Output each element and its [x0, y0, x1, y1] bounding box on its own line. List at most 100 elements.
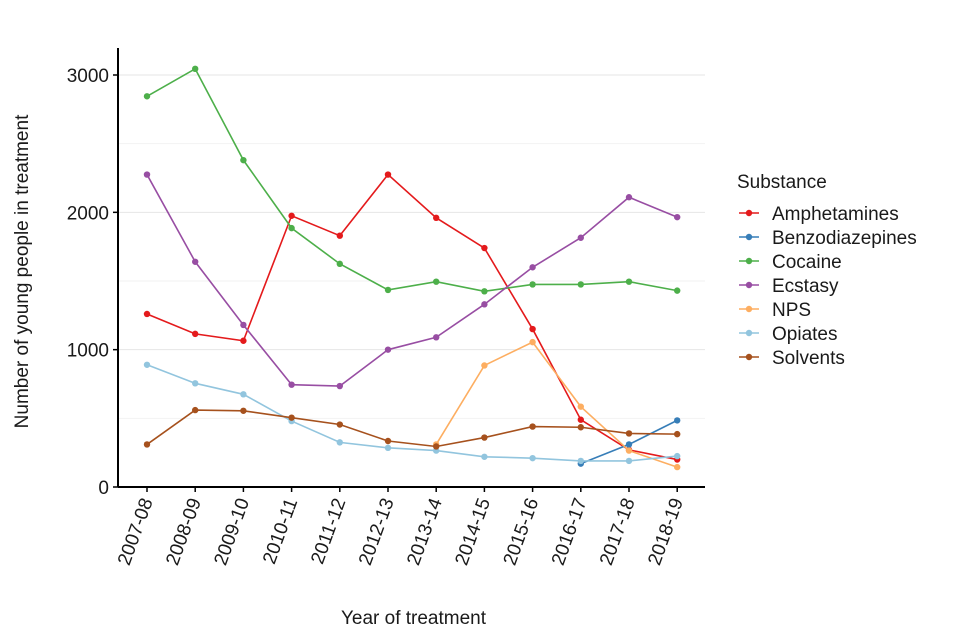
data-point	[433, 334, 440, 341]
x-tick-labels: 2007-08 2008-09 2009-10 2010-11 2011-12 2012-…	[114, 495, 688, 568]
series-line-opiates	[146, 364, 678, 462]
data-point	[143, 310, 151, 318]
x-tick-label: 2009-10	[211, 496, 255, 569]
data-point	[240, 321, 247, 329]
x-tick-label: 2007-08	[114, 496, 158, 569]
series-line-ecstasy	[146, 174, 678, 387]
x-tick-label: 2013-14	[403, 495, 447, 568]
legend-marker	[745, 305, 753, 313]
data-point	[288, 212, 295, 219]
data-point	[384, 437, 392, 445]
series-lines	[143, 65, 681, 471]
data-point	[625, 457, 633, 465]
data-point	[143, 441, 151, 448]
data-point	[192, 65, 199, 73]
x-tick-label: 2011-12	[307, 496, 350, 567]
x-axis-title: Year of treatment	[341, 608, 487, 629]
data-point	[529, 423, 536, 430]
data-point	[674, 463, 681, 471]
data-point	[288, 414, 295, 421]
data-point	[674, 452, 681, 460]
data-point	[336, 232, 343, 239]
data-point	[384, 286, 392, 294]
data-point	[577, 234, 584, 241]
legend-label: Amphetamines	[772, 204, 899, 225]
data-point	[481, 453, 488, 460]
y-tick-label: 0	[98, 478, 109, 499]
data-point	[625, 194, 633, 201]
data-point	[577, 424, 584, 431]
data-point	[481, 362, 488, 369]
data-point	[143, 171, 151, 178]
series-nps	[433, 338, 681, 471]
series-line-amphetamines	[146, 173, 678, 461]
series-line-solvents	[146, 409, 678, 448]
legend-marker	[745, 209, 753, 217]
data-point	[192, 258, 199, 265]
data-point	[384, 346, 392, 353]
series-solvents	[143, 406, 681, 450]
series-line-nps	[435, 341, 678, 468]
legend-item-benzodiazepines: Benzodiazepines	[739, 228, 917, 249]
series-line-cocaine	[146, 67, 678, 293]
y-tick-labels: 0 1000 2000 3000	[67, 66, 109, 499]
data-point	[288, 381, 295, 388]
data-point	[481, 301, 488, 308]
data-point	[433, 278, 440, 285]
data-point	[577, 281, 584, 288]
legend-label: Opiates	[772, 324, 837, 345]
legend-item-nps: NPS	[739, 300, 811, 321]
legend-item-ecstasy: Ecstasy	[739, 276, 839, 297]
legend-label: NPS	[772, 300, 811, 321]
data-point	[433, 443, 440, 450]
data-point	[625, 447, 633, 454]
legend-item-amphetamines: Amphetamines	[739, 204, 899, 225]
data-point	[240, 391, 247, 398]
data-point	[192, 406, 199, 414]
data-point	[674, 213, 681, 221]
data-point	[481, 434, 488, 441]
data-point	[433, 214, 440, 222]
data-point	[674, 417, 681, 424]
x-tick-label: 2015-16	[500, 496, 544, 569]
y-tick-label: 3000	[67, 66, 109, 87]
legend-marker	[745, 257, 753, 265]
data-point	[240, 156, 247, 164]
x-tick-label: 2018-19	[644, 496, 688, 569]
axes	[113, 48, 705, 492]
data-point	[529, 264, 536, 271]
series-opiates	[143, 361, 681, 465]
data-point	[336, 382, 343, 390]
legend-marker	[745, 281, 753, 289]
legend-label: Benzodiazepines	[772, 228, 917, 249]
data-point	[529, 281, 536, 288]
x-tick-label: 2016-17	[548, 496, 592, 569]
legend-marker	[745, 329, 753, 337]
data-point	[529, 325, 536, 333]
data-point	[625, 430, 633, 437]
gridlines	[118, 74, 705, 419]
series-cocaine	[143, 65, 681, 295]
legend-label: Ecstasy	[772, 276, 839, 297]
series-ecstasy	[143, 171, 681, 390]
data-point	[143, 93, 151, 100]
data-point	[577, 403, 584, 410]
data-point	[143, 361, 151, 368]
y-tick-label: 2000	[67, 203, 109, 224]
data-point	[529, 454, 536, 462]
legend-item-cocaine: Cocaine	[739, 252, 842, 273]
legend-marker	[745, 233, 753, 241]
data-point	[674, 287, 681, 294]
legend-label: Solvents	[772, 348, 845, 369]
legend-label: Cocaine	[772, 252, 842, 273]
legend-title: Substance	[737, 172, 827, 193]
data-point	[577, 416, 584, 423]
legend-item-solvents: Solvents	[739, 348, 845, 369]
data-point	[481, 244, 488, 252]
legend-marker	[745, 353, 753, 361]
legend-item-opiates: Opiates	[739, 324, 837, 345]
data-point	[529, 338, 536, 346]
data-point	[336, 260, 343, 268]
data-point	[625, 278, 633, 285]
data-point	[288, 224, 295, 232]
